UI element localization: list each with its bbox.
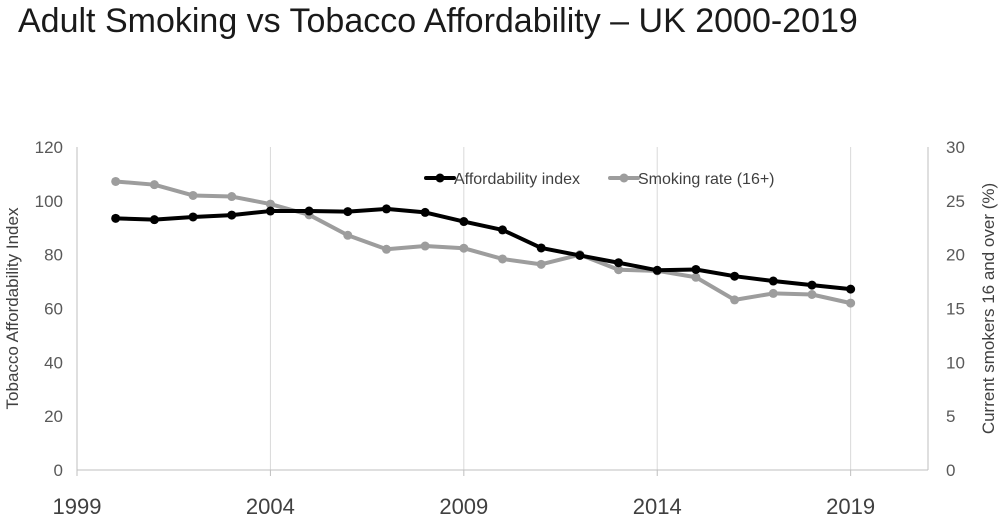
- x-tick-label: 2009: [439, 494, 488, 516]
- y-left-tick-label: 0: [54, 461, 63, 480]
- y-right-tick-label: 20: [946, 246, 965, 265]
- data-point-2014: [652, 265, 662, 275]
- y-left-tick-label: 20: [44, 407, 63, 426]
- series-line: [113, 206, 853, 292]
- legend-label: Affordability index: [454, 171, 580, 188]
- y-axis-right-title: Current smokers 16 and over (%): [979, 183, 998, 434]
- data-point-2006: [343, 207, 353, 217]
- y-right-tick-label: 0: [946, 461, 955, 480]
- data-point-2010: [498, 254, 507, 264]
- series-line: [113, 179, 853, 306]
- y-left-tick-label: 100: [35, 192, 63, 211]
- data-point-2013: [614, 265, 624, 275]
- chart-title: Adult Smoking vs Tobacco Affordability –…: [18, 2, 858, 40]
- data-point-2002: [188, 190, 198, 200]
- data-point-2008: [420, 241, 430, 251]
- y-left-tick-label: 40: [44, 353, 63, 372]
- data-point-2015: [691, 272, 701, 282]
- data-point-2011: [536, 243, 546, 253]
- x-tick-label: 2014: [633, 494, 682, 516]
- data-point-2012: [575, 250, 585, 260]
- y-axis-left-title: Tobacco Affordability Index: [3, 207, 22, 409]
- series-smoking-rate: [111, 176, 856, 308]
- x-tick-label: 2004: [246, 494, 295, 516]
- data-point-2005: [304, 206, 314, 216]
- series-affordability-index: [111, 204, 856, 294]
- series-layer: [111, 176, 856, 308]
- y-left-tick-label: 80: [44, 246, 63, 265]
- y-left-tick-label: 60: [44, 300, 63, 319]
- data-point-2009: [459, 243, 469, 253]
- x-tick-label: 2019: [826, 494, 875, 516]
- data-point-2011: [536, 259, 546, 269]
- data-point-2016: [730, 271, 740, 281]
- legend-label: Smoking rate (16+): [638, 171, 775, 188]
- data-point-2006: [343, 230, 353, 240]
- data-point-2018: [807, 280, 817, 290]
- data-point-2018: [807, 290, 817, 300]
- data-point-2001: [149, 180, 159, 190]
- data-point-2019: [846, 298, 856, 308]
- y-left-tick-label: 120: [35, 138, 63, 157]
- data-point-2010: [498, 225, 507, 235]
- y-right-tick-label: 25: [946, 192, 965, 211]
- legend-item-smoking-rate: Smoking rate (16+): [608, 171, 775, 188]
- data-point-2003: [227, 192, 237, 202]
- legend-swatch-marker: [619, 173, 629, 183]
- grid-lines: [269, 147, 852, 470]
- data-point-2004: [265, 206, 275, 216]
- legend-swatch-marker: [435, 173, 445, 183]
- y-right-tick-label: 15: [946, 300, 965, 319]
- data-point-2007: [381, 204, 391, 214]
- data-point-2008: [420, 207, 430, 217]
- y-right-tick-label: 30: [946, 138, 965, 157]
- tick-labels: 0 20 40 60 80 100 120 0 5 10 15 20 25 30 1999 2004 2009 2…: [3, 138, 998, 516]
- data-point-2016: [730, 295, 740, 305]
- data-point-2019: [846, 284, 856, 294]
- y-right-tick-label: 10: [946, 353, 965, 372]
- data-point-2000: [111, 213, 121, 223]
- data-point-2000: [111, 176, 121, 186]
- data-point-2009: [459, 217, 469, 227]
- data-point-2003: [227, 210, 237, 220]
- data-point-2004: [265, 199, 275, 209]
- legend: Affordability index Smoking rate (16+): [424, 171, 775, 188]
- data-point-2001: [149, 215, 159, 225]
- x-tick-label: 1999: [53, 494, 102, 516]
- data-point-2007: [381, 244, 391, 254]
- y-right-tick-label: 5: [946, 407, 955, 426]
- data-point-2002: [188, 212, 198, 222]
- data-point-2017: [768, 288, 778, 298]
- data-point-2015: [691, 264, 701, 274]
- data-point-2013: [614, 258, 624, 268]
- data-point-2017: [768, 276, 778, 286]
- legend-item-affordability-index: Affordability index: [424, 171, 580, 188]
- axes: [76, 147, 929, 476]
